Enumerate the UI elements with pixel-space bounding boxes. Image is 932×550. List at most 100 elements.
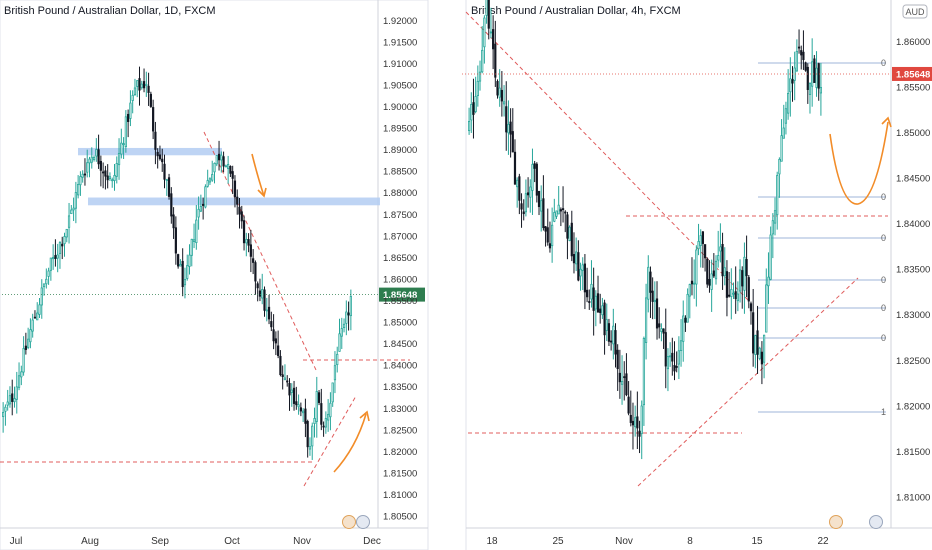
candle: [202, 197, 205, 220]
projection-path[interactable]: [829, 121, 889, 205]
candle: [752, 288, 755, 367]
candle: [299, 402, 302, 417]
uptrend-line[interactable]: [637, 277, 859, 487]
candle: [58, 241, 62, 269]
price-tick-label: 1.85500: [896, 82, 930, 93]
price-tick-label: 1.92000: [383, 16, 417, 27]
candle: [199, 194, 202, 213]
candle: [559, 207, 562, 227]
price-tick-label: 1.82000: [383, 447, 417, 458]
candle: [33, 310, 37, 319]
price-tick-label: 1.89500: [383, 124, 417, 135]
candle: [787, 69, 790, 120]
candle: [290, 383, 293, 407]
candle: [811, 38, 814, 107]
candle: [333, 351, 337, 394]
daily-event-icon[interactable]: [342, 515, 356, 529]
four-hour-news-icon[interactable]: [869, 515, 883, 529]
price-tick-label: 1.81500: [383, 468, 417, 479]
candle: [769, 226, 772, 281]
four-hour-trend-lines: [465, 11, 888, 487]
candle: [233, 175, 237, 208]
candle: [179, 259, 182, 267]
candle: [281, 365, 284, 390]
candle: [555, 210, 558, 220]
candle: [581, 257, 584, 291]
projection-arrow-up[interactable]: [333, 413, 367, 473]
four-hour-chart-title: British Pound / Australian Dollar, 4h, F…: [471, 5, 681, 17]
candle: [653, 281, 656, 320]
candle: [682, 300, 685, 362]
candle: [152, 99, 155, 140]
fib-level-label: 0: [881, 275, 886, 285]
candle: [690, 257, 694, 296]
price-tick-label: 1.82500: [383, 425, 417, 436]
price-tick-label: 1.88500: [383, 167, 417, 178]
daily-chart-panel[interactable]: British Pound / Australian Dollar, 1D, F…: [0, 0, 429, 550]
candle: [712, 253, 715, 278]
candle: [283, 364, 287, 381]
price-tick-label: 1.85000: [896, 128, 930, 139]
candle: [728, 271, 731, 298]
daily-chart-border: [0, 0, 429, 550]
candle: [701, 230, 705, 268]
candle: [651, 277, 654, 320]
currency-badge[interactable]: AUD: [902, 4, 928, 19]
four-hour-time-axis[interactable]: 18 25 Nov 8 15 22: [486, 536, 829, 547]
four-hour-chart-panel[interactable]: British Pound / Australian Dollar, 4h, F…: [462, 0, 932, 550]
candle: [104, 165, 107, 190]
candle: [710, 259, 713, 312]
candle: [17, 362, 21, 391]
four-hour-event-icon[interactable]: [829, 515, 843, 529]
candle: [662, 328, 665, 349]
price-tick-label: 1.86500: [383, 253, 417, 264]
candle: [730, 268, 733, 320]
candle: [524, 179, 528, 217]
candle: [481, 26, 484, 74]
candle: [526, 177, 530, 208]
candle: [88, 156, 91, 178]
candle: [22, 336, 25, 376]
candle: [42, 283, 46, 296]
candle: [320, 388, 323, 431]
candle: [631, 402, 635, 450]
price-tick-label: 1.87500: [383, 210, 417, 221]
daily-news-icon[interactable]: [356, 515, 370, 529]
downtrend-line[interactable]: [203, 131, 317, 371]
candle: [106, 164, 109, 189]
candle: [27, 327, 30, 350]
candle: [272, 314, 275, 350]
price-tick-label: 1.84000: [896, 219, 930, 230]
candle: [784, 101, 788, 135]
candle: [575, 237, 578, 272]
fib-level-label: 1: [881, 407, 886, 417]
fib-level-label: 0: [881, 303, 886, 313]
price-zone[interactable]: [78, 147, 222, 156]
candle: [658, 307, 661, 339]
candle: [566, 211, 569, 260]
uptrend-line[interactable]: [303, 395, 357, 487]
currency-badge-box[interactable]: [902, 4, 928, 19]
projection-arrow-down[interactable]: [251, 153, 265, 197]
candle: [505, 81, 508, 151]
candle: [197, 196, 200, 230]
candle: [570, 210, 573, 262]
candle: [472, 78, 475, 139]
daily-price-axis[interactable]: 1.92000 1.91500 1.91000 1.90500 1.90000 1.895…: [383, 16, 417, 523]
four-hour-fibonacci-levels: 0 0 0 0 0 0 1: [758, 58, 886, 417]
candle: [342, 318, 346, 333]
candle: [561, 186, 565, 223]
candle: [40, 279, 43, 319]
four-hour-footer-badges[interactable]: [829, 515, 883, 529]
four-hour-price-axis[interactable]: 1.86000 1.85500 1.85000 1.84500 1.84000 1.835…: [896, 37, 930, 504]
daily-time-axis[interactable]: Jul Aug Sep Oct Nov Dec: [10, 536, 381, 547]
candle: [190, 238, 193, 267]
daily-footer-badges[interactable]: [342, 515, 370, 529]
price-tick-label: 1.84500: [383, 339, 417, 350]
candle: [708, 260, 711, 293]
candle: [172, 207, 175, 239]
price-zone[interactable]: [88, 197, 380, 206]
candle: [467, 107, 471, 135]
candle: [158, 145, 162, 161]
